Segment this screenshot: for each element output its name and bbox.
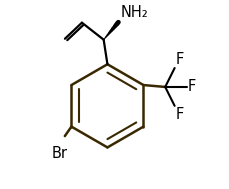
Text: Br: Br — [52, 146, 68, 161]
Text: F: F — [175, 107, 183, 122]
Text: NH₂: NH₂ — [120, 5, 148, 20]
Text: F: F — [175, 52, 183, 67]
Text: F: F — [187, 79, 195, 94]
